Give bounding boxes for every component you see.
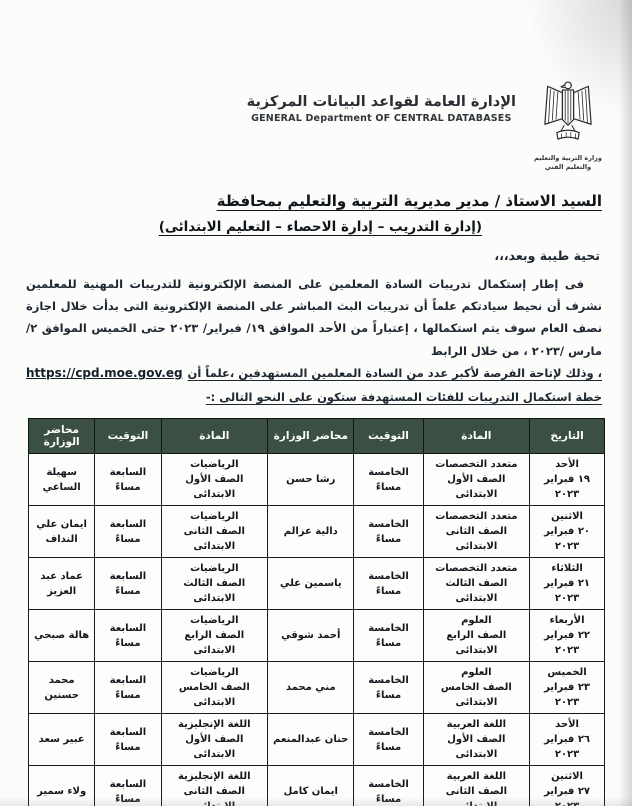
- table-row: الأحد ١٩ فبراير ٢٠٢٣ متعدد التخصصات الصف ال…: [27, 453, 605, 507]
- cell-lecturer-1: ياسمين علي: [267, 557, 355, 611]
- table-header-row: التاريخ المادة التوقيت محاضر الوزارة المادة ا…: [27, 418, 605, 455]
- emblem-caption: وزارة التربية والتعليم والتعليم الفني: [534, 154, 602, 171]
- cell-time-2: السابعة مساءً: [94, 453, 162, 507]
- cell-date: الأحد ١٩ فبراير ٢٠٢٣: [529, 453, 605, 507]
- cell-date: الأربعاء ٢٢ فبراير ٢٠٢٣: [529, 609, 605, 663]
- table-row: الأربعاء ٢٢ فبراير ٢٠٢٣ العلوم الصف الرابع …: [27, 609, 605, 663]
- org-name-arabic: الإدارة العامة لقواعد البيانات المركزية: [246, 94, 516, 110]
- cell-lecturer-1: دالية عزالم: [267, 505, 355, 559]
- cell-time-2: السابعة مساءً: [94, 661, 162, 715]
- column-header: محاضر الوزارة: [27, 418, 96, 455]
- org-name-english: GENERAL Department OF CENTRAL DATABASES: [251, 113, 512, 124]
- cell-subject-1: اللغة العربية الصف الأول الابتدائى: [422, 713, 531, 767]
- org-name-block: الإدارة العامة لقواعد البيانات المركزية …: [247, 94, 516, 124]
- cell-lecturer-1: مني محمد: [267, 661, 355, 715]
- cell-time-1: الخامسة مساءً: [353, 713, 424, 767]
- ministry-emblem: وزارة التربية والتعليم والتعليم الفني: [526, 78, 610, 172]
- column-header: التوقيت: [353, 418, 424, 455]
- cell-subject-1: العلوم الصف الخامس الابتدائى: [422, 661, 531, 715]
- eagle-emblem-icon: [526, 78, 610, 152]
- cell-subject-1: متعدد التخصصات الصف الثانى الابتدائى: [422, 505, 531, 559]
- cell-time-1: الخامسة مساءً: [353, 557, 424, 611]
- column-header: المادة: [422, 418, 531, 455]
- cell-date: الأحد ٢٦ فبراير ٢٠٢٣: [529, 713, 605, 767]
- cell-time-2: السابعة مساءً: [94, 765, 162, 806]
- column-header: المادة: [160, 418, 269, 455]
- cell-subject-2: الرياضيات الصف الثانى الابتدائى: [160, 505, 269, 559]
- cell-time-1: الخامسة مساءً: [353, 609, 424, 663]
- cell-time-1: الخامسة مساءً: [353, 661, 424, 715]
- cell-subject-1: العلوم الصف الرابع الابتدائى: [422, 609, 531, 663]
- table-row: الخميس ٢٣ فبراير ٢٠٢٣ العلوم الصف الخامس ال…: [27, 661, 605, 715]
- cell-date: الثلاثاء ٢١ فبراير ٢٠٢٣: [529, 557, 605, 611]
- cell-subject-2: الرياضيات الصف الثالث الابتدائى: [160, 557, 269, 611]
- table-row: الثلاثاء ٢١ فبراير ٢٠٢٣ متعدد التخصصات الصف…: [27, 557, 605, 611]
- departments-line: (إدارة التدريب – إدارة الاحصاء – التعليم…: [158, 218, 482, 235]
- cell-subject-1: متعدد التخصصات الصف الأول الابتدائى: [422, 453, 531, 507]
- cell-lecturer-2: عماد عبد العزيز: [27, 557, 96, 611]
- table-row: الأحد ٢٦ فبراير ٢٠٢٣ اللغة العربية الصف الأ…: [27, 713, 605, 767]
- cell-time-1: الخامسة مساءً: [353, 505, 424, 559]
- cell-subject-2: الرياضيات الصف الأول الابتدائى: [160, 453, 269, 507]
- cell-time-1: الخامسة مساءً: [353, 765, 424, 806]
- cell-lecturer-1: ايمان كامل: [267, 765, 355, 806]
- recipient-line: السيد الاستاذ / مدير مديرية التربية والت…: [216, 191, 602, 210]
- table-row: الاثنين ٢٠ فبراير ٢٠٢٣ متعدد التخصصات الصف …: [27, 505, 605, 559]
- cell-lecturer-1: حنان عبدالمنعم: [267, 713, 355, 767]
- cell-lecturer-2: ولاء سمير: [27, 765, 96, 806]
- schedule-table-body: الأحد ١٩ فبراير ٢٠٢٣ متعدد التخصصات الصف ال…: [27, 453, 605, 806]
- column-header: التاريخ: [529, 418, 605, 455]
- cell-lecturer-1: أحمد شوقي: [267, 609, 355, 663]
- cell-lecturer-2: محمد حسنين: [27, 661, 96, 715]
- cell-subject-2: الرياضيات الصف الخامس الابتدائى: [160, 661, 269, 715]
- column-header: محاضر الوزارة: [267, 418, 355, 455]
- cell-lecturer-2: سهيلة الساعي: [27, 453, 96, 507]
- column-header: التوقيت: [94, 418, 162, 455]
- cell-subject-2: اللغة الإنجليزية الصف الأول الابتدائى: [160, 713, 269, 767]
- body-after-link: ، وذلك لإتاحة الفرصة لأكبر عدد من السادة…: [187, 366, 602, 381]
- training-schedule-table: التاريخ المادة التوقيت محاضر الوزارة المادة ا…: [27, 418, 605, 806]
- cell-time-2: السابعة مساءً: [94, 557, 162, 611]
- body-closing-line: خطة استكمال التدريبات للفئات المستهدفة س…: [205, 389, 602, 404]
- body-paragraph: فى إطار إستكمال تدريبات السادة المعلمين …: [26, 276, 603, 358]
- cell-time-2: السابعة مساءً: [94, 505, 162, 559]
- cell-subject-2: الرياضيات الصف الرابع الابتدائى: [160, 609, 269, 663]
- portal-link[interactable]: https://cpd.moe.gov.eg: [26, 366, 183, 381]
- cell-time-2: السابعة مساءً: [94, 609, 162, 663]
- greeting-line: تحية طيبة وبعد،،،: [494, 247, 600, 263]
- cell-time-2: السابعة مساءً: [94, 713, 162, 767]
- cell-lecturer-2: ايمان علي النداف: [27, 505, 96, 559]
- cell-date: الاثنين ٢٠ فبراير ٢٠٢٣: [529, 505, 605, 559]
- cell-time-1: الخامسة مساءً: [353, 453, 424, 507]
- cell-subject-1: متعدد التخصصات الصف الثالث الابتدائى: [422, 557, 531, 611]
- letterhead: وزارة التربية والتعليم والتعليم الفني ال…: [0, 0, 632, 172]
- cell-date: الخميس ٢٣ فبراير ٢٠٢٣: [529, 661, 605, 715]
- cell-lecturer-2: هالة صبحي: [27, 609, 96, 663]
- cell-lecturer-2: عبير سعد: [27, 713, 96, 767]
- link-line: ، وذلك لإتاحة الفرصة لأكبر عدد من السادة…: [26, 362, 602, 385]
- cell-lecturer-1: رشا حسن: [267, 453, 355, 507]
